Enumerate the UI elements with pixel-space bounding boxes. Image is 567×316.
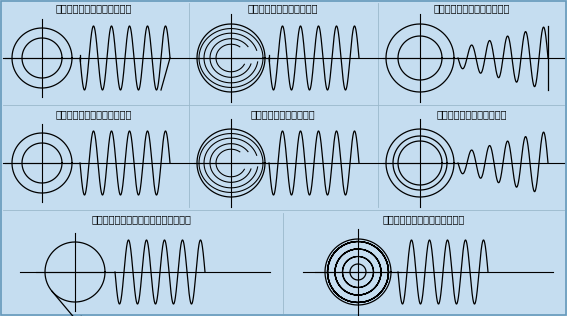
Text: クローズドエンド（研削）: クローズドエンド（研削） [248,3,318,13]
Text: クローズドエンド（無研削）: クローズドエンド（無研削） [56,3,132,13]
Text: タンジェントテールエンド（無研削）: タンジェントテールエンド（無研削） [91,214,191,224]
Text: オープンエンド（研削）: オープンエンド（研削） [251,109,315,119]
Text: ビッグテールエンド（無研削）: ビッグテールエンド（無研削） [383,214,465,224]
Text: クローズドエンド（テーパ）: クローズドエンド（テーパ） [434,3,510,13]
Text: オープンドエンド（無研削）: オープンドエンド（無研削） [56,109,132,119]
Text: オープンエンド（テーパ）: オープンエンド（テーパ） [437,109,507,119]
